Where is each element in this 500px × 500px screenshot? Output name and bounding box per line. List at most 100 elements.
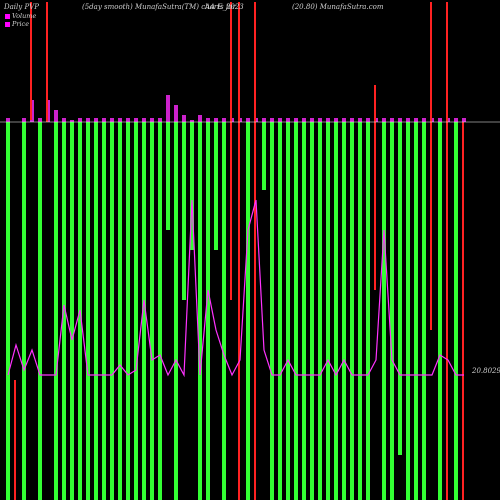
volume-bar bbox=[62, 118, 66, 122]
green-bar bbox=[222, 122, 226, 500]
volume-bar bbox=[126, 118, 130, 122]
green-bar bbox=[22, 122, 26, 500]
red-bar bbox=[430, 2, 432, 330]
volume-bar bbox=[214, 118, 218, 122]
volume-bar bbox=[358, 118, 362, 122]
green-bar bbox=[366, 122, 370, 500]
red-bar bbox=[446, 2, 448, 500]
green-bar bbox=[286, 122, 290, 500]
green-bar bbox=[334, 122, 338, 500]
legend-volume: Volume bbox=[5, 12, 36, 20]
volume-bar bbox=[94, 118, 98, 122]
volume-bar bbox=[406, 118, 410, 122]
volume-bar bbox=[78, 118, 82, 122]
green-bar bbox=[302, 122, 306, 500]
red-bar bbox=[374, 85, 376, 290]
volume-bar bbox=[326, 118, 330, 122]
green-bar bbox=[342, 122, 346, 500]
volume-bar bbox=[278, 118, 282, 122]
volume-bar bbox=[134, 118, 138, 122]
green-bar bbox=[206, 122, 210, 500]
green-bar bbox=[38, 122, 42, 500]
green-bar bbox=[126, 122, 130, 500]
header-left: Daily PVP bbox=[4, 3, 39, 11]
green-bar bbox=[214, 122, 218, 250]
green-bar bbox=[326, 122, 330, 500]
green-bar bbox=[278, 122, 282, 500]
green-bar bbox=[158, 122, 162, 500]
green-bar bbox=[270, 122, 274, 500]
green-bar bbox=[6, 122, 10, 500]
red-bar bbox=[230, 2, 232, 300]
green-bar bbox=[142, 122, 146, 500]
green-bar bbox=[246, 122, 250, 500]
volume-bar bbox=[246, 118, 250, 122]
volume-bar bbox=[70, 120, 74, 122]
green-bar bbox=[94, 122, 98, 500]
volume-bar bbox=[38, 118, 42, 122]
volume-bar bbox=[382, 118, 386, 122]
volume-bar bbox=[150, 118, 154, 122]
volume-bar bbox=[438, 118, 442, 122]
red-bar bbox=[462, 122, 464, 500]
green-bar bbox=[438, 122, 442, 500]
green-bar bbox=[294, 122, 298, 500]
volume-bar bbox=[350, 118, 354, 122]
volume-bar bbox=[310, 118, 314, 122]
green-bar bbox=[150, 122, 154, 500]
volume-bar bbox=[414, 118, 418, 122]
volume-bar bbox=[454, 118, 458, 122]
green-bar bbox=[390, 122, 394, 500]
green-bar bbox=[70, 122, 74, 500]
green-bar bbox=[102, 122, 106, 500]
legend-price: Price bbox=[5, 20, 29, 28]
green-bar bbox=[422, 122, 426, 500]
green-bar bbox=[382, 122, 386, 500]
volume-bar bbox=[110, 118, 114, 122]
volume-bar bbox=[142, 118, 146, 122]
green-bar bbox=[406, 122, 410, 500]
legend-volume-label: Volume bbox=[12, 12, 37, 20]
green-bar bbox=[414, 122, 418, 500]
volume-bar bbox=[294, 118, 298, 122]
volume-bar bbox=[398, 118, 402, 122]
volume-bar bbox=[158, 118, 162, 122]
volume-bar bbox=[118, 118, 122, 122]
price-line bbox=[7, 199, 464, 378]
green-bar bbox=[310, 122, 314, 500]
volume-bar bbox=[390, 118, 394, 122]
header-center: (5day smooth) MunafaSutra(TM) charts for bbox=[82, 3, 236, 11]
volume-bar bbox=[334, 118, 338, 122]
green-bar bbox=[54, 122, 58, 500]
green-bar bbox=[198, 122, 202, 500]
volume-bar bbox=[86, 118, 90, 122]
end-price-label: 20.8029 bbox=[472, 367, 500, 375]
green-bar bbox=[454, 122, 458, 500]
volume-bar bbox=[190, 120, 194, 122]
green-bar bbox=[86, 122, 90, 500]
green-bar bbox=[358, 122, 362, 500]
green-bar bbox=[350, 122, 354, 500]
green-bar bbox=[134, 122, 138, 500]
volume-bar bbox=[422, 118, 426, 122]
green-bar bbox=[262, 122, 266, 190]
volume-bar bbox=[302, 118, 306, 122]
header-price: (20.80) MunafaSutra.com bbox=[292, 3, 384, 11]
red-bar bbox=[254, 2, 256, 500]
legend-price-swatch bbox=[5, 21, 10, 27]
legend-volume-swatch bbox=[5, 13, 10, 19]
volume-bar bbox=[262, 118, 266, 122]
green-bar bbox=[190, 122, 194, 250]
header-ticker: AA E_2023 bbox=[205, 3, 244, 11]
volume-bar bbox=[366, 118, 370, 122]
volume-bar bbox=[102, 118, 106, 122]
legend-price-label: Price bbox=[12, 20, 30, 28]
volume-bar bbox=[174, 105, 178, 122]
volume-bar bbox=[6, 118, 10, 122]
volume-bar bbox=[462, 118, 466, 122]
volume-bar bbox=[270, 118, 274, 122]
green-bar bbox=[166, 122, 170, 230]
green-bar bbox=[182, 122, 186, 300]
volume-bar bbox=[182, 115, 186, 122]
